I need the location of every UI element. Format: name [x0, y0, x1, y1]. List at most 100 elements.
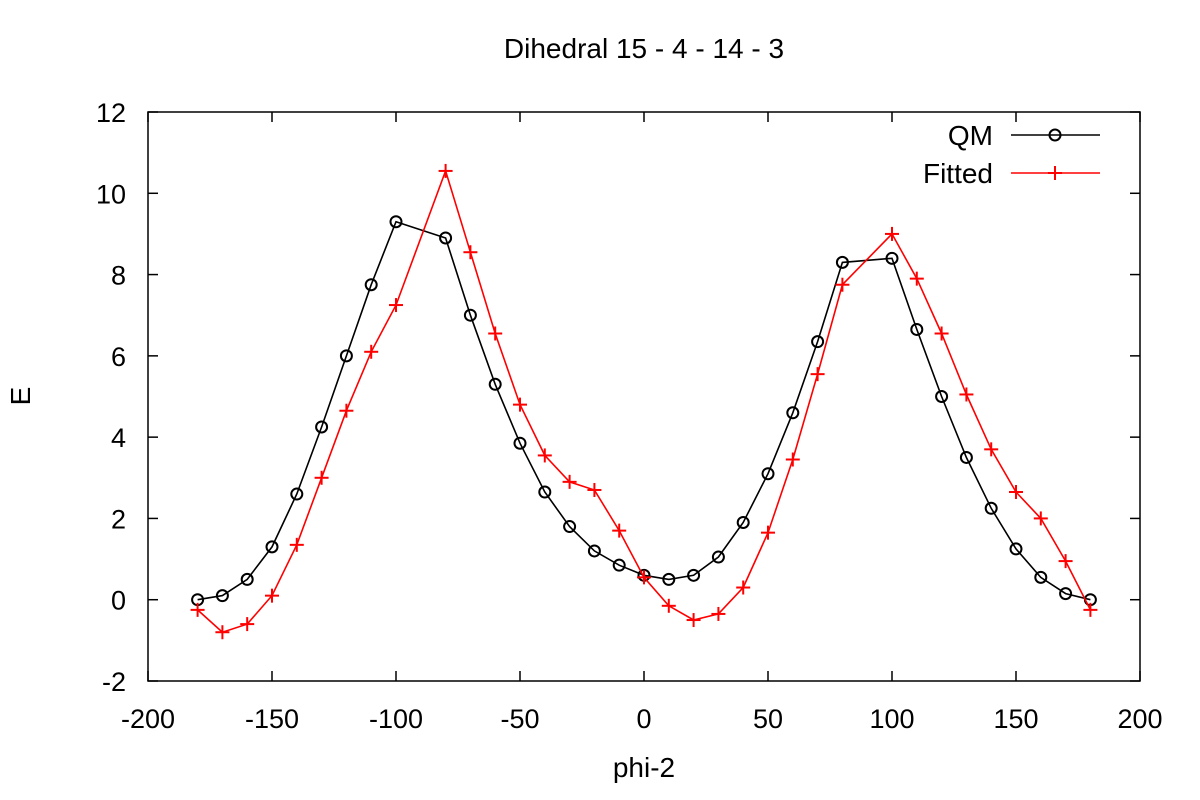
legend-label-fitted: Fitted	[923, 158, 993, 189]
series-qm-point	[835, 255, 849, 269]
x-tick-label: 150	[993, 704, 1038, 734]
series-fitted-point	[314, 470, 329, 485]
series-fitted-point	[265, 588, 279, 603]
series-fitted-point	[934, 326, 949, 341]
series-qm-point	[587, 544, 601, 558]
x-tick-label: -200	[121, 704, 175, 734]
series-qm-point	[662, 572, 676, 586]
series-qm-point	[488, 377, 502, 391]
series-fitted-point	[587, 482, 602, 497]
series-qm-point	[910, 322, 924, 336]
series-fitted-point	[463, 245, 478, 260]
series-qm-point	[711, 550, 725, 564]
series-qm-point	[315, 420, 329, 434]
series-qm-point	[513, 436, 527, 450]
series-fitted-point	[612, 523, 627, 538]
series-fitted-point	[537, 448, 552, 463]
legend-marker-fitted	[1048, 166, 1062, 180]
y-tick-label: 12	[96, 98, 126, 128]
series-fitted-point	[389, 298, 403, 313]
series-fitted-point	[438, 163, 453, 178]
y-axis-title: E	[5, 387, 36, 406]
series-qm-point	[290, 487, 304, 501]
series-fitted-line	[197, 168, 1092, 634]
y-tick-label: 2	[111, 504, 126, 534]
series-qm-line	[197, 220, 1091, 601]
series-layer	[190, 163, 1098, 640]
series-fitted-point	[637, 570, 651, 585]
series-fitted-point	[1009, 485, 1023, 500]
series-fitted-point	[289, 537, 304, 552]
series-fitted-point	[661, 598, 676, 613]
series-qm-point	[935, 390, 949, 403]
series-qm-point	[959, 450, 973, 464]
series-qm-point	[984, 501, 998, 515]
x-tick-label: -50	[500, 704, 539, 734]
x-tick-label: -150	[245, 704, 299, 734]
series-fitted-point	[984, 442, 999, 457]
series-qm	[191, 215, 1097, 607]
series-fitted-point	[190, 602, 205, 617]
x-tick-label: 0	[636, 704, 651, 734]
legend: QM Fitted	[923, 120, 1100, 189]
y-tick-label: 8	[111, 261, 126, 291]
y-tick-label: 4	[111, 423, 126, 453]
series-fitted-point	[1083, 602, 1098, 617]
y-tick-label: 10	[96, 179, 126, 209]
series-fitted-point	[513, 397, 527, 412]
series-qm-point	[538, 485, 552, 499]
x-tick-label: -100	[369, 704, 423, 734]
series-qm-point	[687, 568, 701, 582]
x-tick-label: 100	[869, 704, 914, 734]
series-fitted-point	[364, 344, 379, 359]
series-fitted-point	[909, 271, 924, 286]
series-fitted-point	[959, 387, 974, 402]
series-qm-point	[240, 572, 254, 586]
series-qm-point	[786, 406, 800, 420]
series-qm-point	[736, 515, 750, 529]
series-qm-point	[1059, 587, 1073, 601]
y-tick-label: 0	[111, 586, 126, 616]
x-tick-label: 200	[1117, 704, 1162, 734]
series-fitted-point	[835, 277, 850, 292]
series-fitted-point	[785, 452, 800, 467]
series-qm-point	[463, 308, 477, 322]
series-qm-point	[215, 589, 229, 603]
series-fitted-point	[810, 367, 825, 382]
series-fitted-point	[1033, 511, 1048, 526]
series-fitted-point	[215, 625, 230, 640]
series-fitted-point	[761, 525, 775, 540]
series-fitted-point	[562, 474, 577, 489]
series-fitted-point	[339, 403, 354, 418]
series-fitted-point	[1058, 554, 1073, 569]
axis-ticks: -200 -150 -100 -50 0 50 100 150 200 -2 0 2 4 6 8 10 12	[96, 98, 1163, 734]
x-tick-label: 50	[753, 704, 783, 734]
series-fitted-point	[686, 613, 701, 628]
legend-label-qm: QM	[948, 120, 993, 151]
chart-title: Dihedral 15 - 4 - 14 - 3	[504, 33, 784, 64]
series-qm-point	[761, 467, 775, 481]
series-qm-point	[811, 335, 825, 349]
series-qm-point	[1034, 570, 1048, 584]
series-qm-point	[389, 215, 403, 229]
series-qm-point	[563, 520, 577, 534]
series-qm-point	[339, 349, 353, 363]
x-axis-title: phi-2	[613, 752, 675, 783]
y-tick-label: -2	[102, 667, 126, 697]
series-fitted-point	[488, 326, 503, 341]
series-fitted-point	[885, 226, 899, 241]
series-qm-point	[265, 540, 279, 554]
series-fitted-point	[736, 580, 751, 595]
series-qm-point	[885, 251, 899, 265]
series-fitted-point	[240, 617, 255, 632]
series-qm-point	[612, 558, 626, 572]
plot-area-border	[147, 111, 1141, 682]
y-tick-label: 6	[111, 342, 126, 372]
series-fitted	[190, 163, 1098, 640]
series-qm-point	[439, 231, 453, 245]
series-qm-point	[1009, 542, 1023, 556]
legend-marker-qm	[1048, 128, 1062, 142]
series-fitted-point	[711, 606, 726, 621]
series-qm-point	[364, 278, 378, 292]
